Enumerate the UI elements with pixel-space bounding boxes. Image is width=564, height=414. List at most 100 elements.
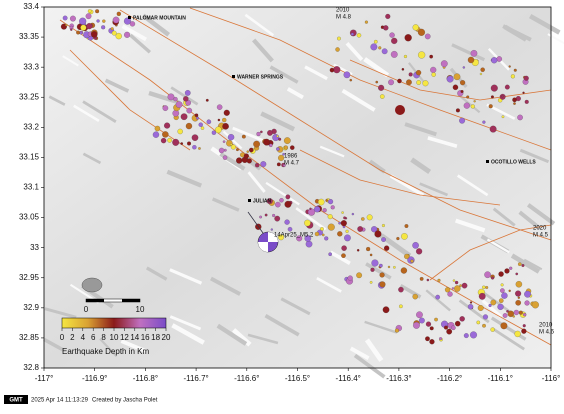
quake	[256, 131, 261, 137]
ridge	[211, 197, 240, 212]
quake	[230, 144, 236, 150]
quake	[508, 289, 511, 292]
quake	[340, 220, 347, 227]
quake	[349, 78, 353, 82]
quake	[222, 117, 227, 123]
quake	[246, 158, 252, 164]
quake	[284, 200, 292, 208]
quake	[504, 84, 510, 90]
quake	[513, 102, 516, 105]
ridge	[269, 65, 299, 84]
quake	[249, 147, 254, 153]
quake	[198, 122, 203, 127]
ridge	[141, 13, 171, 37]
quake	[91, 31, 98, 38]
quake	[389, 32, 395, 38]
quake	[65, 23, 68, 27]
quake	[518, 310, 523, 315]
ridge	[280, 297, 311, 316]
y-tick-label: 32.9	[23, 303, 39, 312]
quake	[116, 11, 121, 16]
quake	[467, 56, 475, 64]
quake	[463, 333, 469, 339]
quake	[477, 305, 484, 311]
quake	[480, 67, 485, 72]
y-tick-label: 33.25	[19, 92, 40, 101]
quake	[222, 123, 229, 130]
ridge	[145, 266, 168, 281]
quake	[378, 84, 385, 91]
ridge	[364, 320, 398, 334]
quake	[419, 276, 424, 281]
quake	[276, 162, 281, 167]
quake	[396, 236, 400, 241]
ridge	[363, 57, 390, 78]
quake	[401, 233, 408, 240]
quake	[482, 120, 486, 124]
ridge	[491, 327, 525, 351]
places: PALOMAR MOUNTAIN WARNER SPRINGS JULIAN O…	[128, 15, 536, 204]
ridge	[166, 169, 203, 188]
quake	[454, 285, 461, 292]
quake	[345, 229, 349, 233]
ridge	[502, 24, 532, 42]
quake	[305, 240, 313, 248]
ridge	[481, 299, 502, 318]
quake	[328, 252, 332, 256]
quake	[451, 325, 456, 331]
ridge	[454, 218, 486, 233]
quake	[341, 211, 344, 214]
x-tick-label: -116.4°	[336, 374, 361, 383]
annotation: M 4.5	[533, 233, 549, 239]
quake	[523, 313, 527, 317]
quake	[381, 48, 388, 55]
ridge	[170, 86, 199, 106]
ridge	[129, 33, 152, 54]
ridge	[510, 253, 541, 274]
quake	[296, 235, 303, 242]
quake	[459, 117, 466, 124]
quake	[429, 326, 434, 331]
quake	[330, 205, 335, 210]
ridge	[523, 258, 543, 271]
x-tick-label: -116.3°	[386, 374, 411, 383]
ridge	[404, 122, 437, 137]
quake	[357, 226, 364, 232]
earthquakes	[60, 9, 539, 345]
quake	[446, 328, 453, 335]
quake	[260, 161, 267, 168]
quake	[412, 24, 419, 31]
y-tick-label: 32.85	[19, 333, 40, 342]
colorbar: Earthquake Depth in Km 0 2 4 6 8 10 12 14 16 18 20	[60, 317, 171, 356]
quake	[393, 266, 396, 269]
quake	[378, 46, 382, 50]
quake	[80, 24, 87, 31]
y-tick-label: 33.3	[23, 62, 39, 71]
ridge	[329, 250, 351, 265]
quake	[509, 266, 513, 270]
quake	[435, 294, 440, 300]
y-tick-label: 33.35	[19, 32, 40, 41]
quake	[422, 80, 429, 87]
quake	[515, 299, 521, 306]
quake	[446, 75, 454, 83]
quake	[424, 33, 431, 40]
quake	[329, 67, 335, 73]
quake	[500, 283, 504, 287]
ridge	[82, 100, 117, 123]
quake	[523, 75, 529, 81]
quake	[419, 317, 425, 324]
ridge	[62, 55, 79, 67]
quake	[515, 290, 522, 297]
quake	[370, 43, 378, 51]
quake	[390, 51, 398, 58]
quake	[512, 315, 515, 318]
colorbar-tick-label: 2	[70, 333, 75, 342]
quake	[187, 141, 192, 146]
quake	[172, 138, 180, 146]
quake	[521, 264, 525, 268]
quake	[102, 19, 106, 23]
quake	[276, 147, 280, 151]
quake	[374, 39, 378, 44]
